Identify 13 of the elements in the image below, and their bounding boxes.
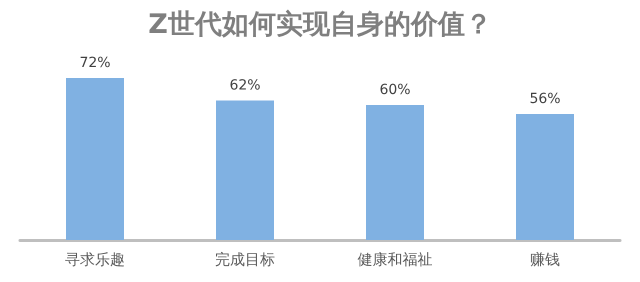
bar	[216, 100, 274, 240]
bar	[366, 105, 424, 240]
x-tick-label: 寻求乐趣	[65, 250, 125, 268]
x-tick-label: 完成目标	[215, 250, 275, 268]
bar	[516, 114, 574, 240]
x-tick-label: 健康和福祉	[358, 250, 432, 268]
chart-title: Z世代如何实现自身的价值？	[148, 9, 492, 40]
data-label: 62%	[229, 78, 261, 94]
bar	[66, 78, 124, 240]
x-tick-label: 赚钱	[530, 250, 560, 268]
data-label: 60%	[379, 82, 411, 98]
data-label: 72%	[79, 55, 111, 71]
data-label: 56%	[529, 91, 561, 107]
